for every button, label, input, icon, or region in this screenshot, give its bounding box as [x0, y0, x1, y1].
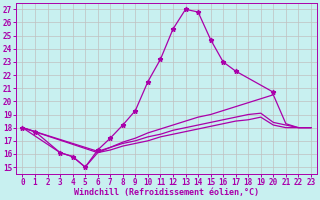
X-axis label: Windchill (Refroidissement éolien,°C): Windchill (Refroidissement éolien,°C): [74, 188, 259, 197]
